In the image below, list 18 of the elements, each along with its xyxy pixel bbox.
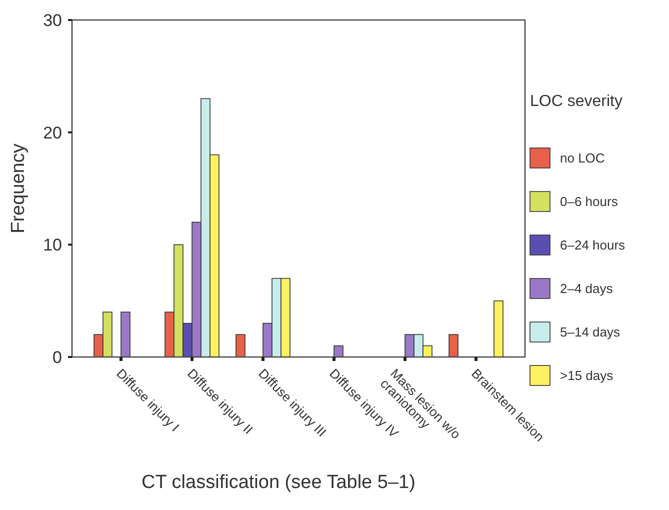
legend-label: 5–14 days: [560, 324, 620, 340]
y-tick-label: 0: [52, 348, 62, 367]
legend-label: 6–24 hours: [560, 238, 626, 253]
y-axis-title: Frequency: [8, 143, 29, 234]
legend-title: LOC severity: [530, 93, 622, 110]
legend-label: 2–4 days: [560, 281, 614, 296]
bar: [236, 334, 246, 358]
bar: [448, 334, 458, 358]
bar: [334, 345, 344, 358]
x-axis-title: CT classification (see Table 5–1): [142, 472, 416, 493]
y-tick-label: 10: [43, 236, 62, 255]
legend-label: no LOC: [560, 150, 605, 166]
legend-label: 0–6 hours: [560, 194, 618, 210]
bar: [494, 300, 504, 358]
y-tick-label: 30: [43, 10, 62, 30]
legend-label: >15 days: [560, 368, 614, 384]
bar: [120, 312, 130, 358]
y-tick-label: 20: [43, 123, 62, 142]
